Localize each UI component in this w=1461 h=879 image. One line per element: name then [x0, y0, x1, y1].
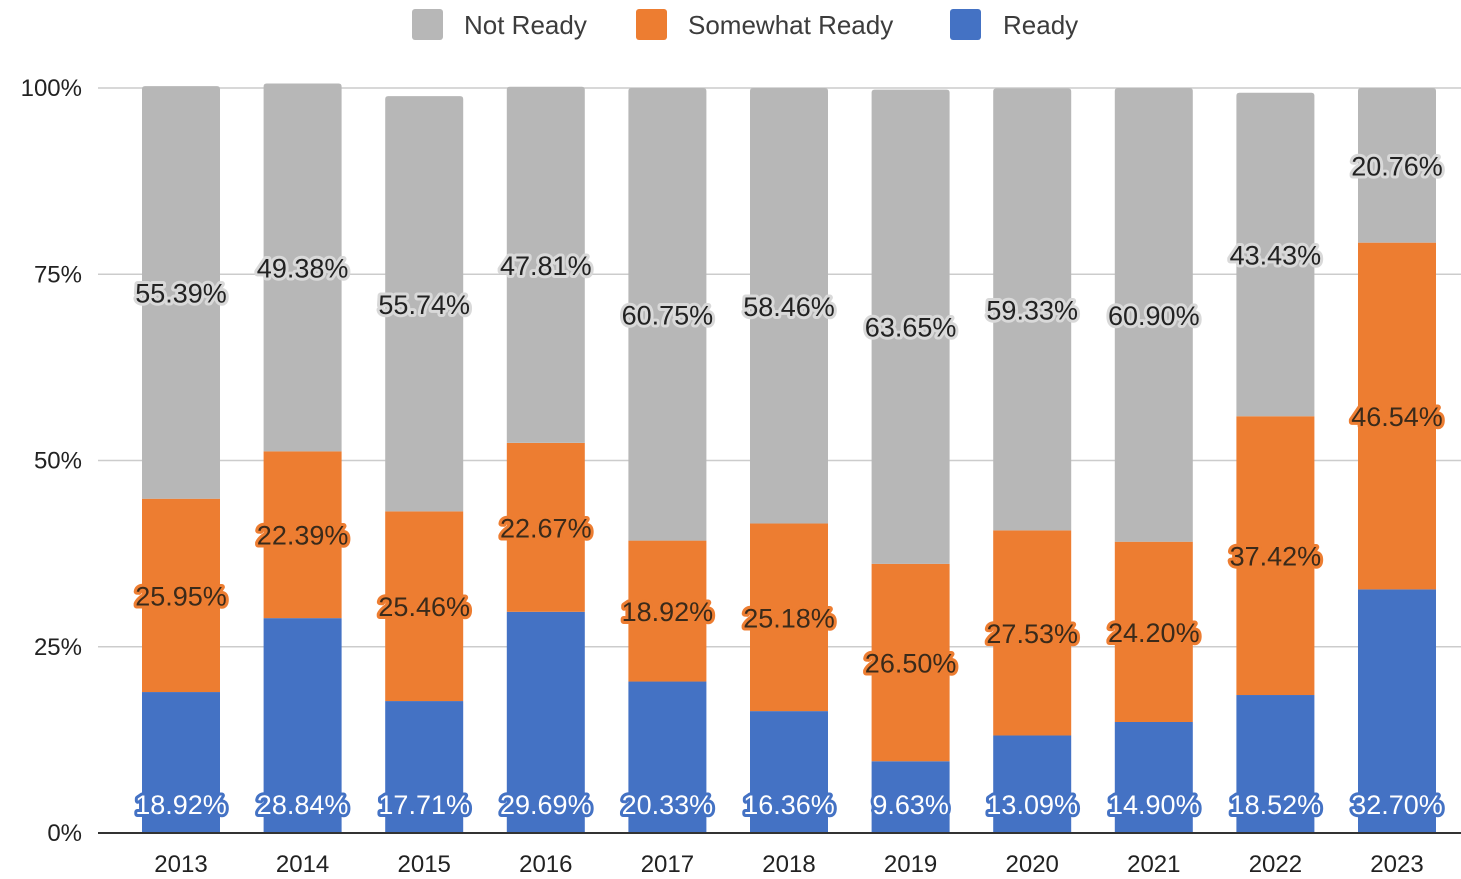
- data-label-ready: 32.70%: [1351, 790, 1443, 820]
- data-label-somewhat-ready: 27.53%: [986, 619, 1078, 649]
- data-label-ready: 18.92%: [135, 790, 227, 820]
- legend-label-not-ready: Not Ready: [464, 10, 587, 40]
- x-tick-label: 2016: [519, 851, 572, 878]
- y-tick-label: 0%: [47, 820, 82, 847]
- bar-somewhat-ready-2020: [993, 530, 1072, 736]
- bar-not-ready-2023: [1358, 88, 1436, 243]
- y-tick-label: 75%: [34, 261, 82, 288]
- x-tick-label: 2017: [641, 851, 694, 878]
- data-label-ready: 17.71%: [378, 790, 470, 820]
- bar-somewhat-ready-2016: [506, 442, 585, 612]
- bar-somewhat-ready-2013: [142, 498, 220, 693]
- x-tick-label: 2023: [1370, 851, 1423, 878]
- x-tick-label: 2018: [762, 851, 815, 878]
- y-tick-label: 50%: [34, 448, 82, 475]
- data-label-not-ready: 60.90%: [1108, 301, 1200, 331]
- x-tick-label: 2013: [154, 851, 207, 878]
- bar-somewhat-ready-2014: [263, 451, 342, 619]
- axes: 0% 25% 50% 75% 100% 2013 2014 2015 2016 2017 2018 2…: [21, 75, 1461, 878]
- bar-ready-2015: [385, 701, 464, 833]
- bar-ready-2014: [263, 618, 342, 833]
- bar-ready-2013: [142, 692, 220, 833]
- bar-ready-2018: [750, 711, 828, 833]
- data-label-somewhat-ready: 26.50%: [865, 649, 957, 679]
- bar-ready-2017: [628, 681, 707, 833]
- bar-ready-2016: [506, 611, 585, 833]
- data-label-ready: 18.52%: [1230, 790, 1322, 820]
- bar-somewhat-ready-2017: [628, 540, 707, 682]
- data-label-not-ready: 59.33%: [986, 295, 1078, 325]
- x-tick-label: 2020: [1006, 851, 1059, 878]
- bar-somewhat-ready-2022: [1236, 416, 1315, 696]
- data-label-somewhat-ready: 46.54%: [1351, 402, 1443, 432]
- bar-somewhat-ready-2018: [750, 523, 828, 712]
- data-label-ready: 16.36%: [743, 790, 835, 820]
- bar-ready-2021: [1114, 721, 1193, 833]
- legend-swatch-not-ready: [412, 9, 443, 40]
- data-label-not-ready: 47.81%: [500, 251, 592, 281]
- legend-label-ready: Ready: [1003, 10, 1078, 40]
- bar-somewhat-ready-2015: [385, 511, 464, 702]
- data-label-ready: 9.63%: [872, 790, 949, 820]
- bar-somewhat-ready-2021: [1114, 541, 1193, 722]
- data-label-somewhat-ready: 25.95%: [135, 581, 227, 611]
- data-label-not-ready: 55.74%: [378, 290, 470, 320]
- bar-not-ready-2021: [1114, 88, 1193, 542]
- bars: [142, 83, 1436, 833]
- bar-not-ready-2015: [385, 96, 464, 512]
- bar-not-ready-2013: [142, 86, 220, 499]
- x-tick-label: 2015: [398, 851, 451, 878]
- data-label-ready: 13.09%: [986, 790, 1078, 820]
- data-label-ready: 14.90%: [1108, 790, 1200, 820]
- data-label-ready: 29.69%: [500, 790, 592, 820]
- legend: Not Ready Somewhat Ready Ready: [412, 9, 1078, 40]
- bar-not-ready-2018: [750, 88, 828, 524]
- x-tick-label: 2014: [276, 851, 329, 878]
- data-label-somewhat-ready: 25.46%: [378, 592, 470, 622]
- bar-ready-2019: [871, 761, 950, 833]
- data-label-somewhat-ready: 25.18%: [743, 603, 835, 633]
- data-label-not-ready: 49.38%: [257, 253, 349, 283]
- bar-somewhat-ready-2023: [1358, 242, 1436, 590]
- data-label-somewhat-ready: 22.67%: [500, 513, 592, 543]
- data-label-somewhat-ready: 18.92%: [622, 597, 714, 627]
- bar-not-ready-2014: [263, 83, 342, 452]
- data-label-not-ready: 63.65%: [865, 313, 957, 343]
- bar-not-ready-2020: [993, 88, 1072, 531]
- data-label-somewhat-ready: 22.39%: [257, 521, 349, 551]
- bar-ready-2022: [1236, 695, 1315, 833]
- x-tick-label: 2019: [884, 851, 937, 878]
- data-label-not-ready: 20.76%: [1351, 151, 1443, 181]
- data-label-not-ready: 55.39%: [135, 278, 227, 308]
- data-label-not-ready: 43.43%: [1230, 240, 1322, 270]
- legend-swatch-ready: [950, 9, 981, 40]
- bar-somewhat-ready-2019: [871, 563, 950, 762]
- data-label-not-ready: 60.75%: [622, 300, 714, 330]
- y-tick-label: 100%: [21, 75, 82, 102]
- bar-not-ready-2017: [628, 88, 707, 541]
- x-tick-label: 2022: [1249, 851, 1302, 878]
- bar-ready-2023: [1358, 589, 1436, 833]
- y-tick-label: 25%: [34, 634, 82, 661]
- bar-not-ready-2019: [871, 89, 950, 564]
- data-label-somewhat-ready: 24.20%: [1108, 618, 1200, 648]
- x-tick-label: 2021: [1127, 851, 1180, 878]
- bar-ready-2020: [993, 735, 1072, 833]
- bar-not-ready-2022: [1236, 92, 1315, 417]
- data-label-ready: 28.84%: [257, 790, 349, 820]
- data-label-ready: 20.33%: [622, 790, 714, 820]
- bar-not-ready-2016: [506, 86, 585, 443]
- data-label-not-ready: 58.46%: [743, 292, 835, 322]
- data-label-somewhat-ready: 37.42%: [1230, 542, 1322, 572]
- legend-label-somewhat-ready: Somewhat Ready: [688, 10, 893, 40]
- legend-swatch-somewhat-ready: [636, 9, 667, 40]
- data-labels: 18.92% 25.95% 55.39% 28.84% 22.39% 49.38% 17.7…: [132, 148, 1446, 823]
